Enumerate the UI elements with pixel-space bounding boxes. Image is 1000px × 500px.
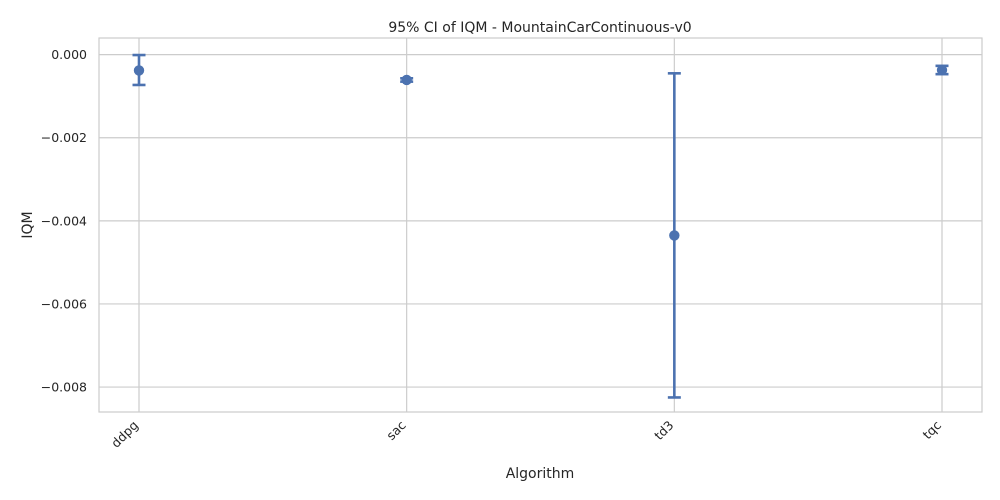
tick-labels: 0.000 −0.002 −0.004 −0.006 −0.008 ddpg sac td3 t… [41, 47, 944, 450]
y-tick-label: 0.000 [51, 47, 87, 62]
y-axis-label: IQM [20, 211, 36, 238]
iqm-point-tqc [936, 64, 948, 76]
data-marks [132, 53, 949, 399]
ci-errorbar-sac [400, 74, 414, 86]
x-tick-label-td3: td3 [651, 418, 676, 443]
y-tick-label: −0.006 [41, 296, 87, 311]
chart-title: 95% CI of IQM - MountainCarContinuous-v0 [388, 20, 691, 36]
iqm-point-ddpg [133, 65, 145, 76]
y-tick-label: −0.008 [41, 380, 87, 395]
ci-errorbar-tqc [935, 64, 949, 76]
y-tick-label: −0.002 [41, 130, 87, 145]
grid [99, 38, 982, 412]
ci-errorbar-ddpg [132, 53, 146, 87]
x-tick-label-ddpg: ddpg [108, 418, 141, 451]
plot-frame [98, 37, 983, 413]
iqm-point-sac [401, 74, 412, 86]
x-axis-label: Algorithm [506, 466, 575, 482]
y-tick-label: −0.004 [41, 213, 87, 228]
x-tick-label-tqc: tqc [920, 417, 945, 442]
iqm-point-td3 [669, 230, 680, 241]
x-tick-label-sac: sac [383, 417, 409, 443]
ci-errorbar-td3 [667, 72, 681, 399]
